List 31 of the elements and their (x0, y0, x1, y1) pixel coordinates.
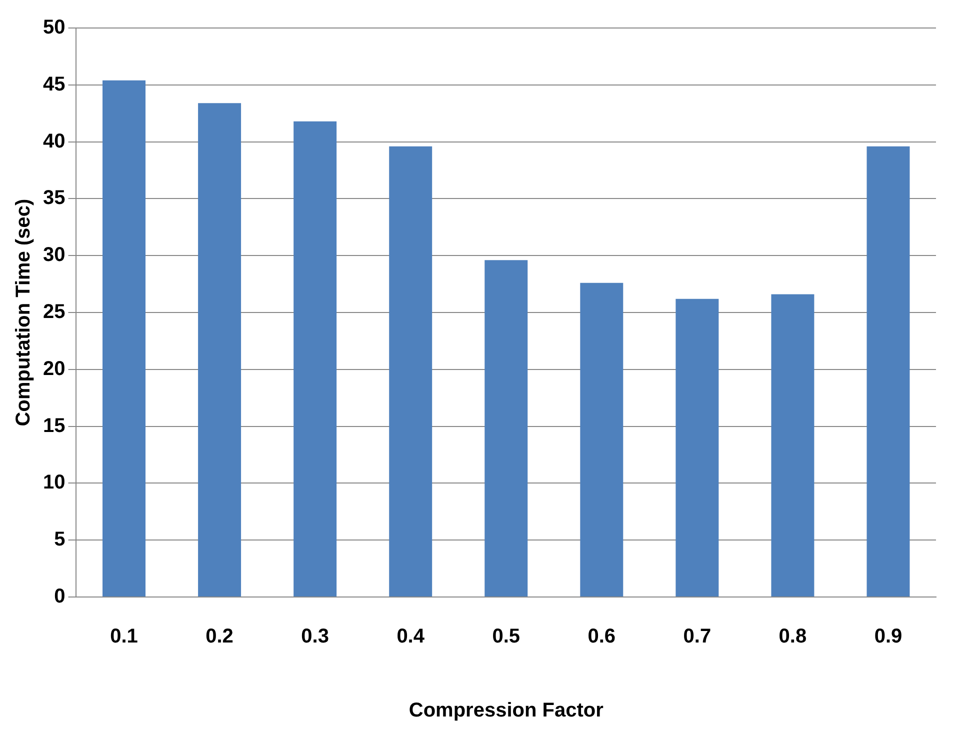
y-tick-label: 30 (42, 244, 66, 266)
bar (389, 146, 432, 596)
y-tick-label: 0 (54, 586, 66, 608)
bar (294, 121, 337, 596)
x-tick-label: 0.4 (396, 626, 426, 648)
x-axis-title: Compression Factor (408, 700, 604, 722)
x-tick-label: 0.8 (778, 626, 807, 648)
bar (484, 260, 528, 596)
y-tick-label: 5 (54, 528, 66, 551)
y-tick-label: 50 (42, 16, 66, 39)
x-tick-label: 0.7 (683, 626, 712, 648)
y-tick-label: 25 (42, 301, 66, 324)
bar (866, 146, 910, 596)
x-tick-label: 0.9 (874, 626, 902, 648)
bar (580, 282, 624, 596)
bar (676, 298, 719, 596)
y-tick-label: 15 (42, 414, 66, 437)
bar (771, 294, 814, 596)
y-tick-label: 40 (42, 130, 66, 152)
y-axis-title: Computation Time (sec) (12, 198, 35, 426)
x-tick-label: 0.1 (110, 626, 138, 648)
y-tick-label: 10 (42, 472, 66, 494)
y-tick-label: 20 (42, 358, 66, 380)
y-tick-label: 45 (42, 73, 66, 96)
y-tick-label: 35 (42, 187, 66, 210)
x-tick-label: 0.5 (492, 626, 520, 648)
x-tick-label: 0.3 (301, 626, 329, 648)
bar (102, 80, 146, 596)
x-tick-label: 0.2 (206, 626, 234, 648)
x-tick-label: 0.6 (588, 626, 616, 648)
bar (198, 103, 242, 596)
